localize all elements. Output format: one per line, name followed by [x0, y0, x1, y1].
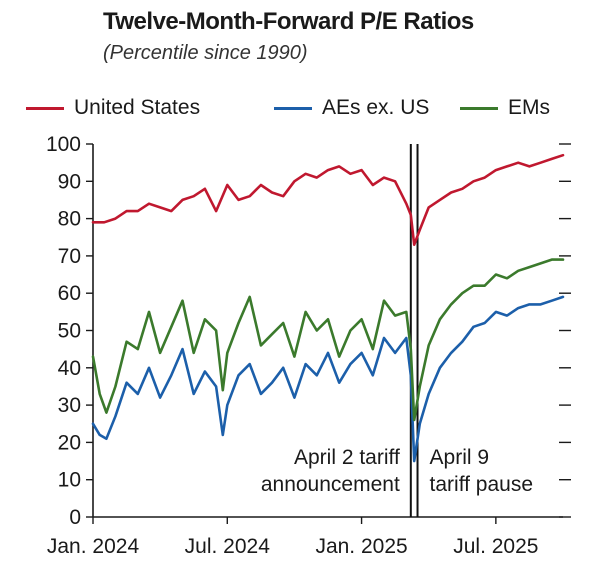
annotation-label-2-line-1: April 9 — [430, 446, 490, 469]
legend-item-ems: EMs — [460, 96, 550, 120]
series-line-aes-ex-us — [91, 295, 565, 463]
y-tick-label: 80 — [58, 208, 81, 231]
y-tick-label: 100 — [46, 133, 81, 156]
y-tick-label: 10 — [58, 469, 81, 492]
annotation-label-1-line-1: April 2 tariff — [294, 446, 400, 469]
y-tick-label: 0 — [69, 506, 81, 529]
chart-legend: United States AEs ex. US EMs — [26, 96, 586, 124]
series-line-united-states — [91, 153, 565, 246]
x-tick-label: Jul. 2024 — [185, 535, 271, 558]
legend-item-aes-ex-us: AEs ex. US — [274, 96, 429, 120]
y-tick-label: 50 — [58, 320, 81, 343]
annotation-label-1-line-2: announcement — [261, 473, 400, 496]
legend-swatch-ems — [460, 106, 498, 110]
legend-item-united-states: United States — [26, 96, 200, 120]
chart-subtitle: (Percentile since 1990) — [103, 42, 308, 64]
y-tick-label: 20 — [58, 431, 81, 454]
series-line-ems — [91, 258, 565, 422]
legend-swatch-aes-ex-us — [274, 106, 312, 110]
y-tick-label: 30 — [58, 394, 81, 417]
legend-label-aes-ex-us: AEs ex. US — [322, 96, 430, 119]
legend-label-ems: EMs — [508, 96, 550, 119]
y-tick-label: 60 — [58, 282, 81, 305]
legend-swatch-united-states — [26, 106, 64, 110]
x-tick-label: Jul. 2025 — [453, 535, 538, 558]
chart-title: Twelve-Month-Forward P/E Ratios — [103, 8, 474, 35]
annotation-label-2-line-2: tariff pause — [430, 473, 534, 496]
y-tick-label: 90 — [58, 170, 81, 193]
x-tick-label: Jan. 2024 — [47, 535, 140, 558]
y-tick-label: 70 — [58, 245, 81, 268]
x-tick-label: Jan. 2025 — [315, 535, 407, 558]
y-tick-label: 40 — [58, 357, 81, 380]
legend-label-united-states: United States — [74, 96, 201, 119]
